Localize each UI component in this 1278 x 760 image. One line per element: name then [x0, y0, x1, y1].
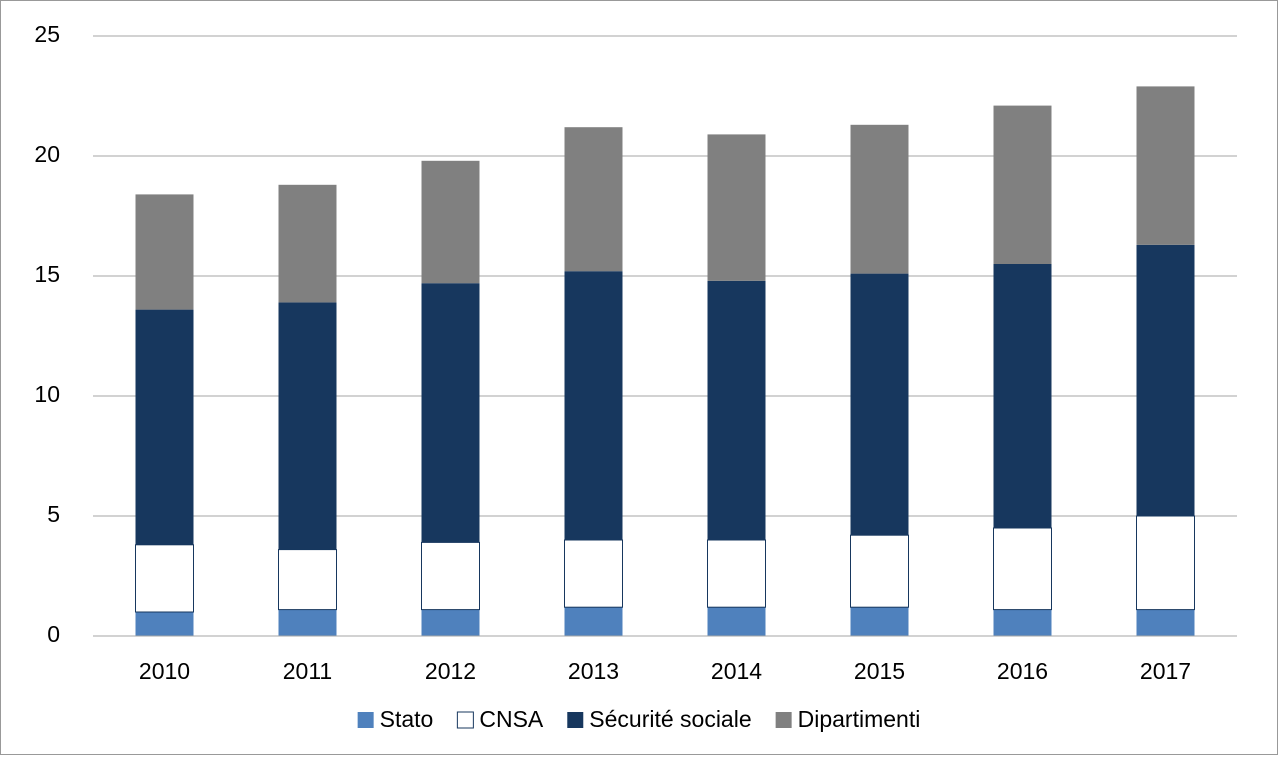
legend-swatch [456, 711, 474, 729]
x-tick-label: 2014 [711, 658, 762, 684]
bar-segment [707, 280, 766, 540]
bar-segment [421, 283, 480, 543]
bar-segment [850, 534, 909, 608]
legend-label: Stato [380, 706, 434, 732]
bar-segment [278, 609, 337, 636]
bar-segment [421, 160, 480, 284]
bar-segment [135, 612, 194, 636]
bar-segment [707, 539, 766, 608]
bar-segment [707, 134, 766, 281]
y-tick-label: 25 [34, 21, 60, 47]
bar-segment [707, 607, 766, 636]
bar-segment [850, 124, 909, 274]
bar-segment [993, 264, 1052, 528]
legend-label: Dipartimenti [798, 706, 921, 732]
bar-segment [1136, 86, 1195, 245]
bar-segment [278, 302, 337, 550]
bar-segment [564, 607, 623, 636]
bar-segment [421, 541, 480, 611]
bar-segment [278, 549, 337, 611]
y-tick-label: 20 [34, 141, 60, 167]
bar-segment [850, 273, 909, 536]
bar-segment [993, 609, 1052, 636]
x-tick-label: 2011 [283, 658, 332, 684]
legend-swatch [567, 712, 584, 728]
x-tick-label: 2012 [425, 658, 476, 684]
bar-segment [1136, 244, 1195, 517]
bar-segment [135, 194, 194, 310]
bar-segment [850, 607, 909, 636]
y-tick-label: 0 [47, 621, 60, 647]
bar-segment [564, 127, 623, 272]
legend-swatch [357, 712, 374, 728]
bar-segment [564, 271, 623, 540]
bar-segment [421, 609, 480, 636]
bar-segment [278, 184, 337, 303]
bar-segment [135, 544, 194, 613]
legend-label: CNSA [479, 706, 544, 732]
bar-segment [993, 527, 1052, 611]
x-tick-label: 2017 [1140, 658, 1191, 684]
x-tick-label: 2015 [854, 658, 905, 684]
x-tick-label: 2016 [997, 658, 1048, 684]
bar-segment [564, 539, 623, 608]
y-tick-label: 15 [34, 261, 60, 287]
y-tick-label: 10 [34, 381, 60, 407]
x-tick-label: 2010 [139, 658, 190, 684]
y-tick-label: 5 [47, 501, 60, 527]
legend-swatch [775, 712, 792, 728]
x-tick-label: 2013 [568, 658, 619, 684]
bar-segment [1136, 609, 1195, 636]
legend-label: Sécurité sociale [589, 706, 751, 732]
bar-segment [135, 309, 194, 545]
bar-segment [993, 105, 1052, 264]
bar-segment [1136, 515, 1195, 611]
